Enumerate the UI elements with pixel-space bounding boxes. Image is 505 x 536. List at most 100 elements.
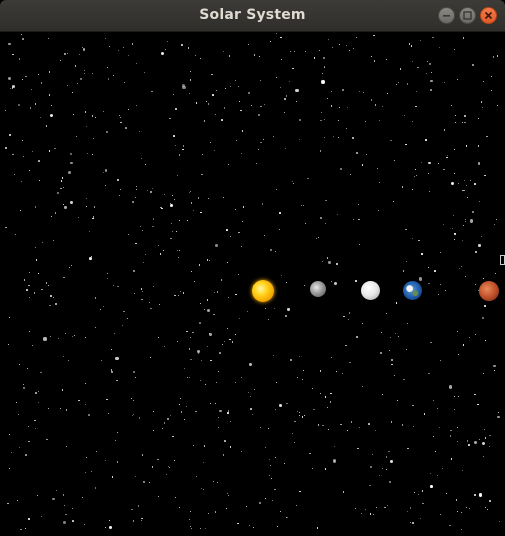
star	[179, 154, 181, 156]
star	[236, 140, 238, 142]
star	[397, 336, 399, 338]
star	[49, 304, 51, 306]
star	[144, 163, 146, 166]
star	[113, 333, 115, 334]
star	[369, 513, 372, 515]
star	[474, 333, 476, 336]
star	[277, 526, 279, 528]
star	[178, 250, 180, 252]
star	[450, 458, 452, 460]
star	[179, 403, 181, 405]
space-canvas[interactable]	[3, 32, 502, 532]
star	[104, 168, 108, 172]
star	[38, 272, 40, 274]
star	[123, 81, 125, 83]
star	[174, 460, 175, 461]
star	[29, 331, 31, 333]
star	[493, 364, 497, 368]
star	[478, 290, 479, 292]
star	[132, 520, 135, 522]
star	[481, 441, 485, 445]
star	[268, 318, 270, 320]
minimize-button[interactable]	[438, 7, 455, 24]
resize-handle[interactable]	[500, 255, 505, 265]
star	[279, 510, 281, 512]
star	[421, 490, 423, 492]
star	[92, 217, 94, 220]
star	[167, 465, 169, 467]
star	[103, 172, 105, 174]
star	[407, 447, 409, 449]
star	[9, 434, 11, 436]
star	[431, 71, 433, 73]
star	[115, 357, 119, 361]
star	[370, 466, 372, 468]
star	[22, 38, 24, 40]
star	[224, 440, 226, 442]
star	[406, 323, 408, 325]
star	[333, 135, 335, 138]
star	[450, 182, 454, 186]
star	[72, 520, 75, 522]
title-bar[interactable]: Solar System	[0, 0, 505, 32]
venus-planet[interactable]	[361, 281, 380, 300]
star	[237, 522, 239, 525]
close-button[interactable]	[480, 7, 497, 24]
star	[229, 446, 232, 448]
star	[496, 104, 499, 107]
maximize-icon	[463, 11, 472, 20]
star	[330, 356, 333, 358]
star	[143, 481, 145, 483]
mercury-planet[interactable]	[310, 281, 326, 297]
star	[47, 38, 49, 40]
star	[326, 97, 328, 99]
star	[274, 307, 276, 309]
star	[430, 473, 432, 475]
star	[131, 508, 133, 510]
star	[336, 371, 338, 373]
star	[373, 35, 375, 37]
star	[176, 340, 179, 342]
star	[279, 403, 283, 407]
star	[201, 154, 203, 156]
star	[105, 130, 108, 133]
star	[450, 430, 452, 432]
star	[436, 474, 438, 476]
star	[275, 409, 277, 411]
star	[439, 360, 442, 362]
earth-planet[interactable]	[403, 281, 422, 300]
star	[332, 459, 337, 463]
star	[324, 223, 326, 225]
star	[389, 481, 391, 483]
maximize-button[interactable]	[459, 7, 476, 24]
star	[324, 118, 326, 120]
sun-planet[interactable]	[252, 280, 274, 302]
star	[181, 84, 185, 88]
star	[364, 120, 367, 123]
star	[385, 59, 387, 61]
star	[119, 122, 121, 124]
mars-planet[interactable]	[479, 281, 499, 301]
star	[405, 228, 407, 230]
star	[34, 420, 36, 422]
star	[304, 50, 307, 53]
star	[352, 137, 354, 139]
star	[411, 60, 414, 62]
star	[463, 179, 465, 181]
star	[62, 494, 65, 496]
star	[29, 170, 31, 172]
star	[28, 426, 30, 428]
star	[200, 211, 202, 214]
star	[260, 105, 262, 108]
star	[443, 81, 445, 84]
star	[276, 188, 278, 190]
star	[106, 277, 109, 280]
star	[474, 393, 476, 396]
star	[342, 88, 344, 91]
star	[292, 67, 294, 70]
star	[466, 197, 468, 199]
star	[108, 519, 110, 521]
star	[180, 397, 182, 399]
star	[261, 203, 264, 205]
star	[311, 468, 313, 470]
